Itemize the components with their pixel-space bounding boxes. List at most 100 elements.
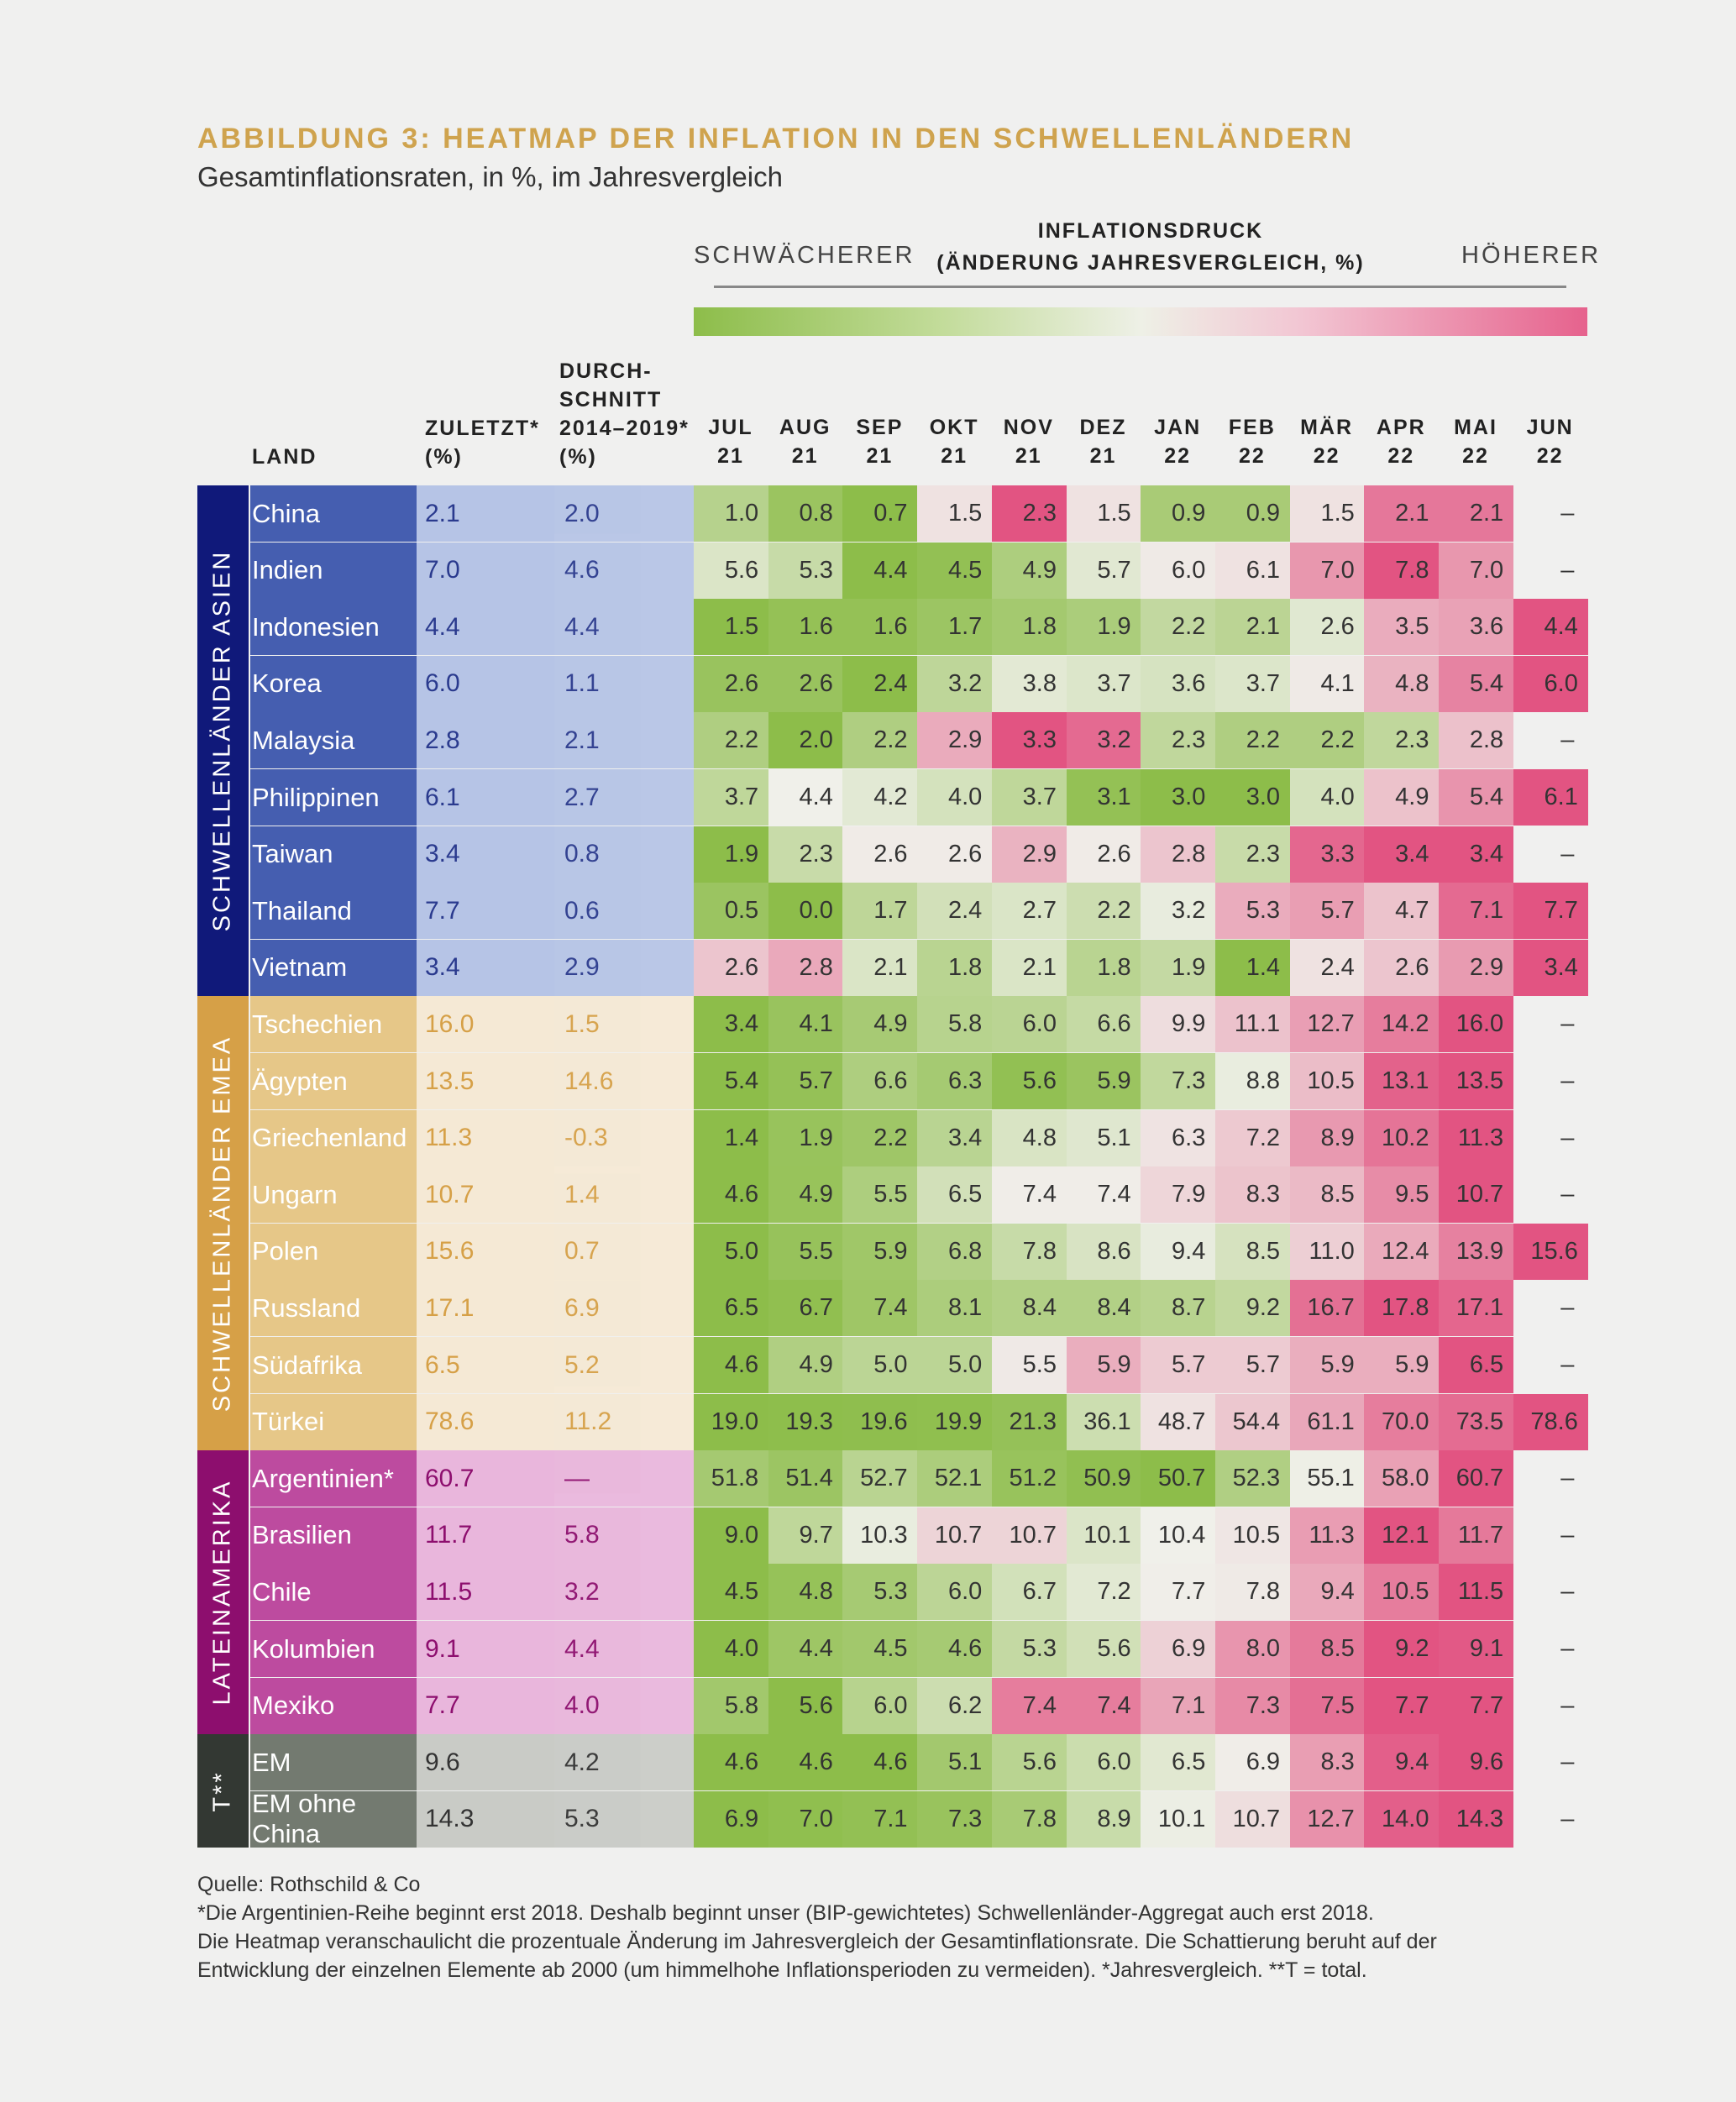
heatmap-cell: 9.4 [1289,1564,1365,1621]
heatmap-cell: 5.9 [1066,1337,1141,1393]
heatmap-cell: 13.5 [1439,1053,1514,1109]
month-header-part: JUL [708,416,753,439]
latest-value: 78.6 [417,1393,554,1450]
heatmap-cell: 8.3 [1289,1734,1365,1791]
latest-value: 6.1 [417,769,554,826]
month-header-part: 21 [1089,444,1117,468]
average-value: 14.6 [554,1053,694,1109]
heatmap-cell: 0.9 [1141,485,1216,542]
heatmap-cell: 7.8 [1364,542,1440,599]
heatmap-cell: 9.5 [1364,1166,1440,1224]
heatmap-cell: – [1560,1805,1575,1832]
heatmap-cell: 1.9 [694,826,769,883]
heatmap-cell: 8.9 [1066,1790,1141,1848]
heatmap-cell: 2.3 [991,485,1067,542]
heatmap-cell: 7.7 [1513,883,1588,940]
heatmap-cell: 4.6 [917,1621,993,1677]
heatmap-cell: 9.7 [768,1507,843,1564]
heatmap-cell: 10.5 [1214,1507,1291,1564]
heatmap-cell: 5.4 [694,1053,769,1109]
heatmap-cell: 7.2 [1066,1564,1141,1621]
header-latest-line2: (%) [425,445,463,469]
heatmap-cell: 1.5 [1066,485,1141,542]
heatmap-cell: 60.7 [1439,1450,1514,1507]
heatmap-cell: 6.5 [694,1280,769,1337]
heatmap-cell: 2.2 [694,712,769,769]
heatmap-cell: 9.4 [1364,1734,1440,1791]
heatmap-cell: 7.4 [1066,1677,1141,1734]
heatmap-cell: 78.6 [1513,1393,1588,1450]
heatmap-cell: 3.7 [694,769,769,826]
heatmap-cell: 4.4 [768,769,843,826]
heatmap-cell: 10.1 [1141,1790,1216,1848]
heatmap-cell: 5.7 [1141,1337,1216,1393]
heatmap-cell: 6.0 [1066,1734,1141,1791]
heatmap-cell: 9.0 [694,1507,769,1564]
month-header-part: MÄR [1300,416,1354,439]
heatmap-cell: 8.0 [1214,1621,1291,1677]
heatmap-cell: 5.9 [1364,1337,1440,1393]
heatmap-cell: 11.0 [1289,1223,1365,1280]
heatmap-cell: 7.4 [1066,1166,1141,1224]
latest-value: 4.4 [417,599,554,656]
heatmap-cell: 51.8 [694,1450,769,1507]
heatmap-cell: 2.6 [768,655,843,712]
heatmap-cell: 8.6 [1066,1223,1141,1280]
heatmap-cell: 1.9 [768,1109,843,1166]
heatmap-cell: 4.9 [991,542,1067,599]
heatmap-cell: 5.5 [842,1166,918,1224]
heatmap-cell: 0.7 [842,485,918,542]
heatmap-cell: 1.5 [1289,485,1365,542]
heatmap-cell: 4.0 [694,1621,769,1677]
heatmap-cell: 5.9 [842,1223,918,1280]
heatmap-cell: – [1560,1067,1575,1094]
heatmap-cell: 11.7 [1439,1507,1514,1564]
month-header-part: APR [1376,416,1426,439]
heatmap-cell: 2.3 [1364,712,1440,769]
heatmap-cell: 12.7 [1289,996,1365,1053]
heatmap-cell: 2.4 [842,655,918,712]
heatmap-cell: 6.0 [1513,655,1588,712]
heatmap-cell: 16.7 [1289,1280,1365,1337]
heatmap-cell: 1.7 [917,599,993,656]
heatmap-cell: 10.7 [991,1507,1067,1564]
country-label: Vietnam [250,939,417,996]
heatmap-cell: – [1560,1521,1575,1549]
month-header-part: 21 [717,444,744,468]
heatmap-cell: 6.5 [1141,1734,1216,1791]
latest-value: 10.7 [417,1166,554,1224]
pressure-weaker-label: SCHWÄCHERER [694,242,915,269]
heatmap-cell: 2.6 [694,655,769,712]
heatmap-cell: 2.6 [917,826,993,883]
heatmap-cell: 4.2 [842,769,918,826]
heatmap-cell: 3.1 [1066,769,1141,826]
heatmap-cell: 6.9 [1214,1734,1291,1791]
heatmap-cell: 11.5 [1439,1564,1514,1621]
heatmap-cell: 7.2 [1214,1109,1291,1166]
heatmap-cell: 4.1 [768,996,843,1053]
month-header-part: JUN [1526,416,1574,439]
heatmap-cell: 5.3 [991,1621,1067,1677]
heatmap-cell: 3.4 [1513,939,1588,996]
heatmap-cell: 13.9 [1439,1223,1514,1280]
heatmap-cell: 4.4 [768,1621,843,1677]
heatmap-cell: 36.1 [1066,1393,1141,1450]
heatmap-cell: 9.2 [1364,1621,1440,1677]
heatmap-cell: 3.0 [1214,769,1291,826]
month-header: DEZ 21 [1067,413,1141,470]
heatmap-cell: 55.1 [1289,1450,1365,1507]
latest-value: 3.4 [417,939,554,996]
heatmap-cell: 2.2 [1289,712,1365,769]
heatmap-cell: 4.5 [917,542,993,599]
country-label: Philippinen [250,769,417,826]
footnote-method-2: Entwicklung der einzelnen Elemente ab 20… [197,1958,1367,1982]
month-header: OKT 21 [917,413,991,470]
heatmap-cell: 2.9 [991,826,1067,883]
heatmap-cell: 2.8 [1439,712,1514,769]
heatmap-cell: 2.6 [842,826,918,883]
country-label: Brasilien [250,1507,417,1564]
heatmap-cell: 2.4 [1289,939,1365,996]
average-value: 0.6 [554,883,694,940]
heatmap-cell: 14.3 [1439,1790,1514,1848]
heatmap-cell: 4.6 [694,1734,769,1791]
